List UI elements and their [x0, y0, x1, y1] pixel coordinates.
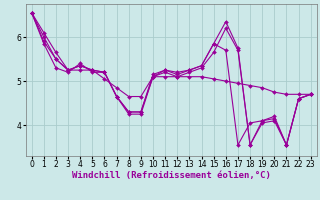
X-axis label: Windchill (Refroidissement éolien,°C): Windchill (Refroidissement éolien,°C) — [72, 171, 271, 180]
